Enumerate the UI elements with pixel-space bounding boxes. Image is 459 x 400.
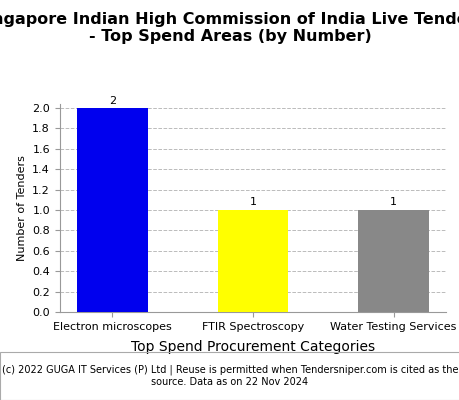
Bar <box>358 210 428 312</box>
Text: (c) 2022 GUGA IT Services (P) Ltd | Reuse is permitted when Tendersniper.com is : (c) 2022 GUGA IT Services (P) Ltd | Reus… <box>2 365 457 387</box>
X-axis label: Top Spend Procurement Categories: Top Spend Procurement Categories <box>131 340 374 354</box>
Bar <box>77 108 147 312</box>
Text: Singapore Indian High Commission of India Live Tenders
- Top Spend Areas (by Num: Singapore Indian High Commission of Indi… <box>0 12 459 44</box>
Text: 1: 1 <box>249 198 256 208</box>
Y-axis label: Number of Tenders: Number of Tenders <box>17 155 27 261</box>
Bar <box>218 210 287 312</box>
Text: 2: 2 <box>109 96 116 106</box>
Text: 1: 1 <box>389 198 396 208</box>
